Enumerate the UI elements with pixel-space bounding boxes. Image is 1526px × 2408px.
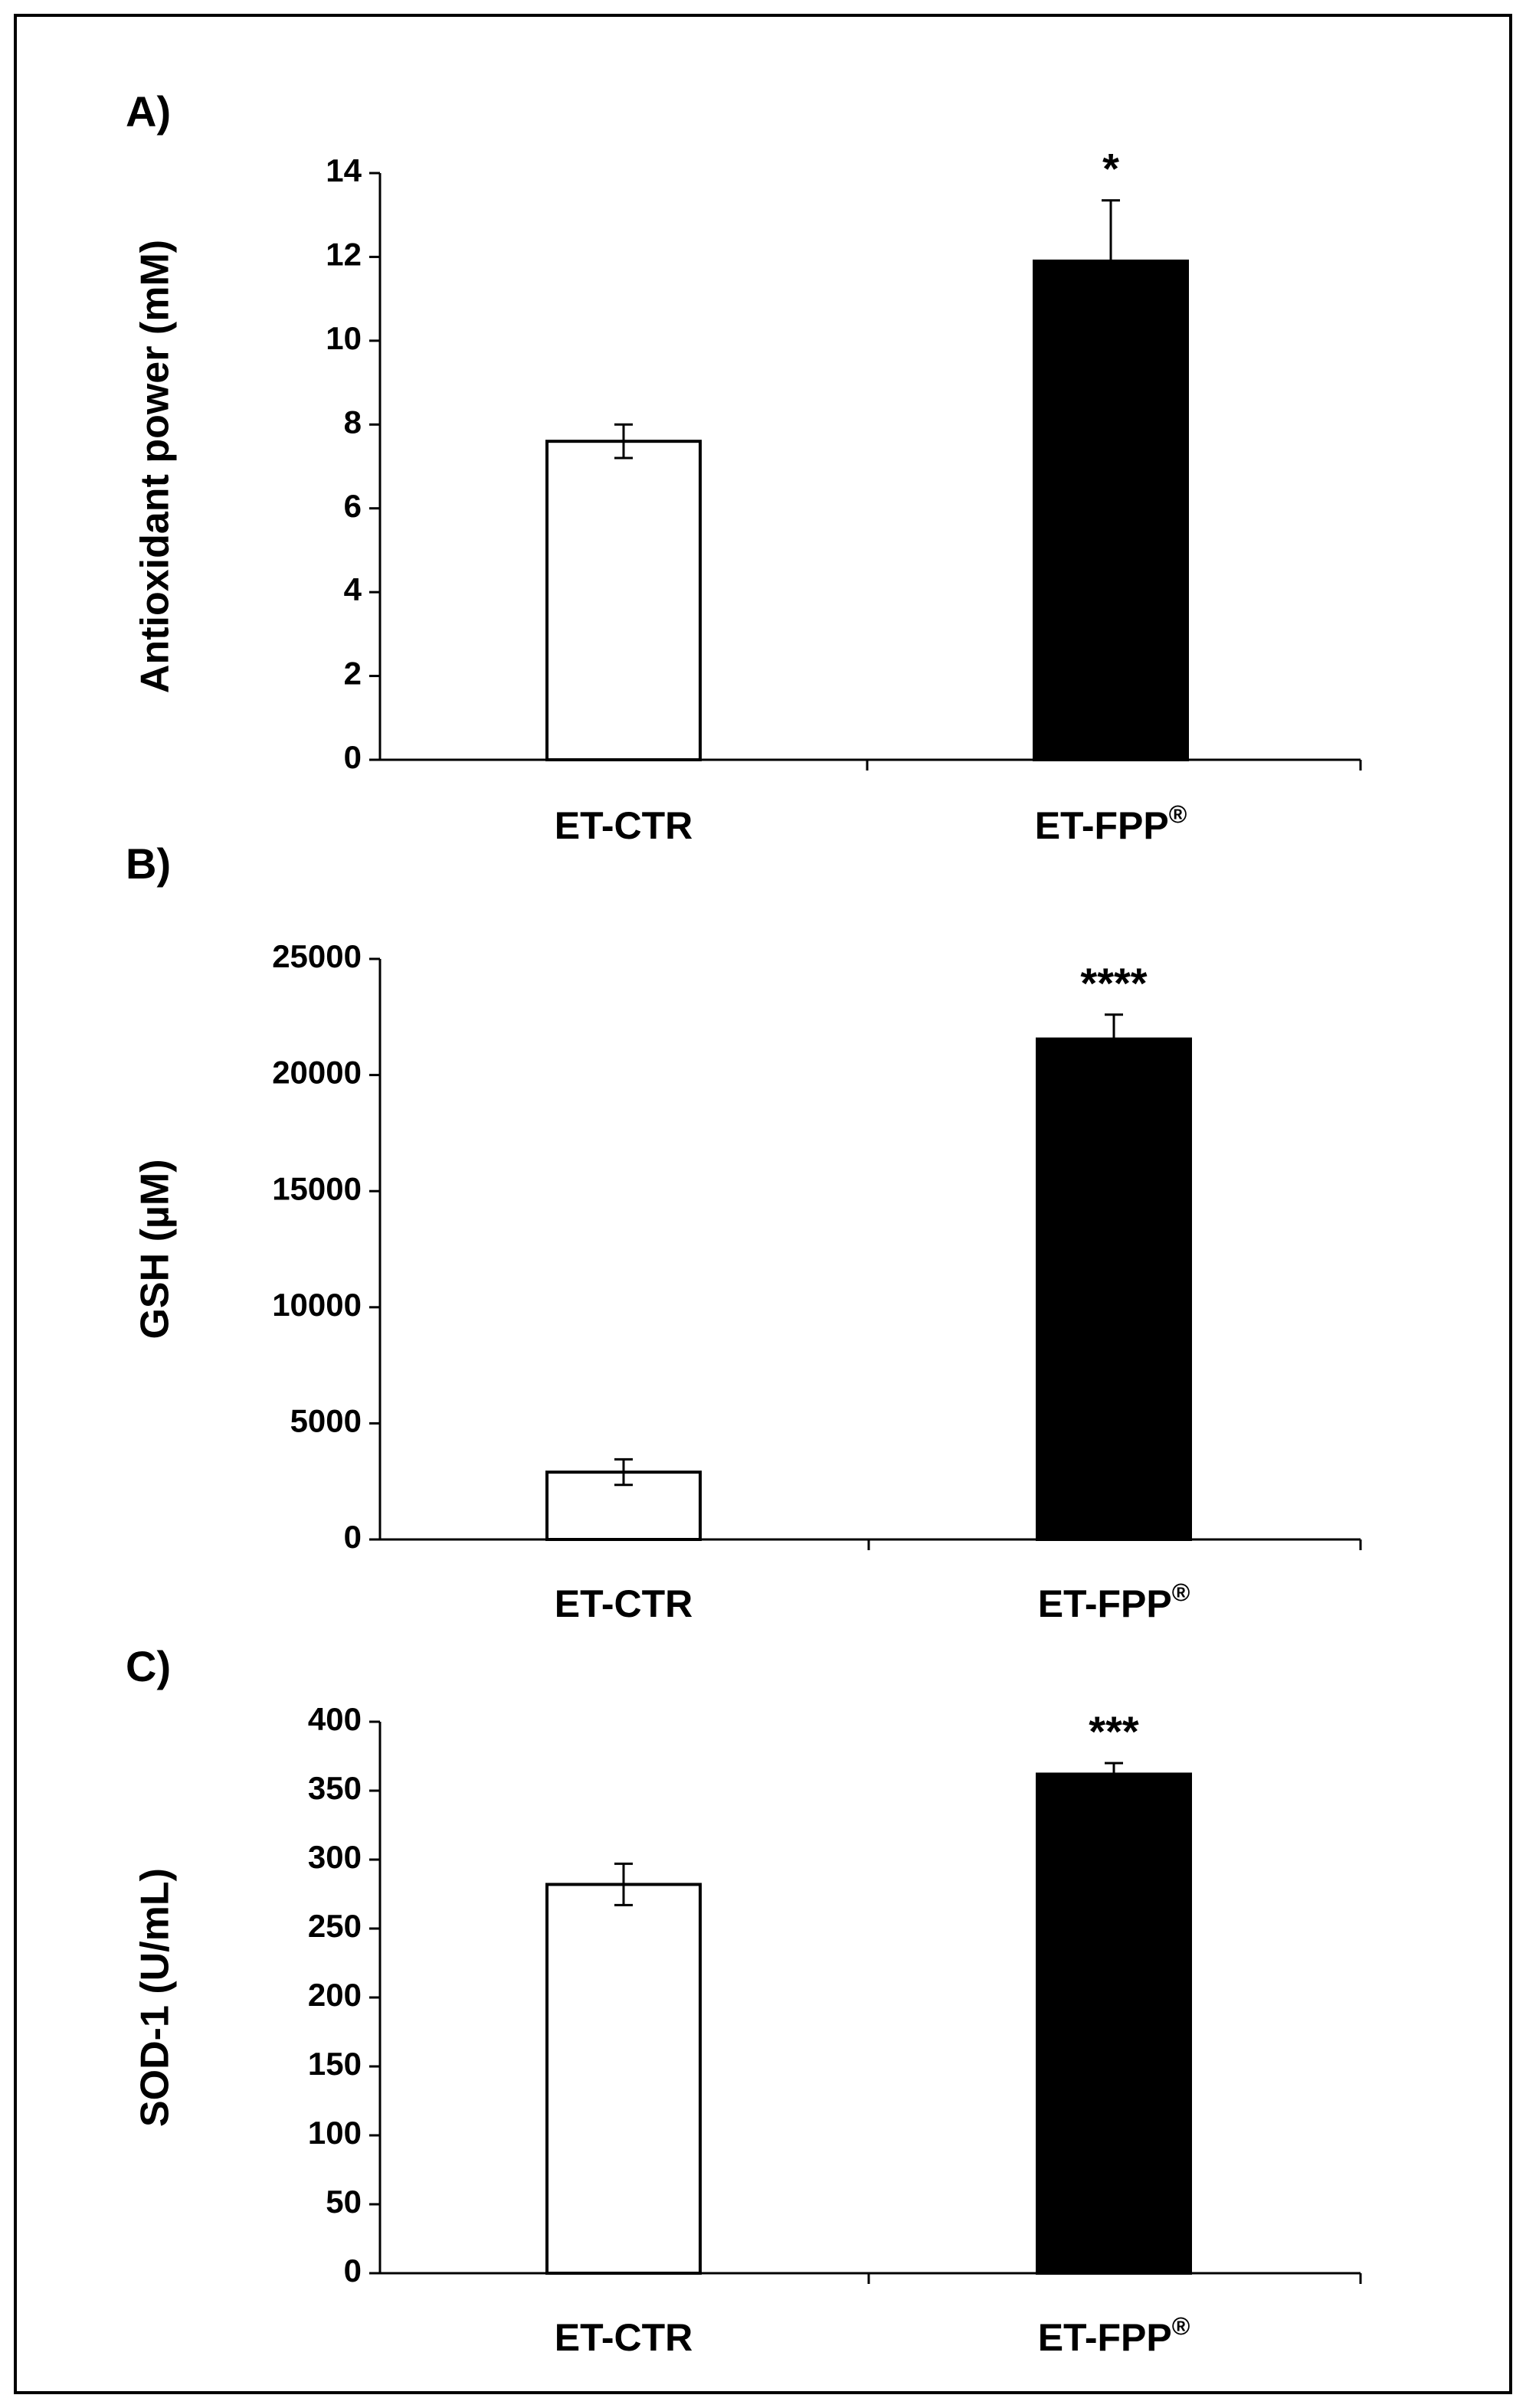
significance-marker: **** [1080,959,1147,1007]
figure-frame [14,14,1512,2394]
y-tick-label: 50 [326,2184,362,2220]
bar-1 [545,1883,702,2275]
error-bar-1 [614,1458,633,1487]
y-tick-label: 200 [308,1977,362,2013]
y-tick-label: 12 [326,237,362,273]
bar-1 [545,440,702,762]
panels: A) Antioxidant power (mM) 0 2 4 6 8 10 12 14 ET-CT… [126,87,1362,2359]
y-tick-label: 250 [308,1908,362,1944]
category-label-text: ET-FPP [1035,804,1169,847]
category-label-text: ET-CTR [555,2316,693,2359]
category-label: ET-CTR [555,2316,693,2359]
y-axis-label: SOD-1 (U/mL) [133,1868,178,2127]
error-bar-2 [1105,1762,1123,1775]
category-label: ET-CTR [555,804,693,847]
y-tick-label: 150 [308,2046,362,2082]
panel-1: A) Antioxidant power (mM) 0 2 4 6 8 10 12 14 ET-CT… [126,87,1362,847]
y-tick-label: 4 [344,571,362,607]
y-tick-label: 8 [344,404,362,440]
category-label-text: ET-FPP [1038,2316,1172,2359]
y-tick-label: 20000 [272,1055,362,1091]
bar-2 [1033,259,1189,761]
y-tick-label: 10 [326,320,362,356]
category-label: ET-FPP® [1035,800,1187,847]
y-axis-label: Antioxidant power (mM) [133,240,178,693]
category-label-superscript: ® [1172,1579,1190,1606]
y-tick-label: 100 [308,2115,362,2151]
panel-label: C) [126,1642,171,1690]
significance-marker: * [1102,145,1119,193]
bar-2 [1036,1037,1192,1541]
category-label: ET-FPP® [1038,2312,1190,2359]
error-bar-2 [1105,1013,1123,1039]
y-tick-label: 300 [308,1839,362,1875]
bar-2 [1036,1772,1192,2275]
error-bar-1 [614,1862,633,1906]
y-tick-label: 10000 [272,1287,362,1323]
y-axis-label: GSH (µM) [133,1159,178,1339]
y-tick-label: 14 [326,152,362,188]
y-tick-label: 400 [308,1701,362,1737]
y-tick-label: 0 [344,739,362,775]
category-label-superscript: ® [1172,2312,1190,2340]
y-tick-label: 2 [344,656,362,692]
y-tick-label: 350 [308,1770,362,1806]
panel-label: A) [126,87,171,136]
panel-2: B) GSH (µM) 0 5000 10000 15000 20000 25000 ET-CT… [126,839,1362,1625]
category-label-superscript: ® [1169,800,1187,828]
category-label: ET-FPP® [1038,1579,1190,1625]
y-tick-label: 25000 [272,938,362,974]
y-tick-label: 5000 [290,1402,362,1438]
category-label-text: ET-CTR [555,1582,693,1625]
significance-marker: *** [1089,1707,1139,1755]
category-label: ET-CTR [555,1582,693,1625]
error-bar-1 [614,423,633,460]
error-bar-2 [1102,199,1120,261]
y-tick-label: 0 [344,1519,362,1555]
category-label-text: ET-CTR [555,804,693,847]
panel-label: B) [126,839,171,888]
category-label-text: ET-FPP [1038,1582,1172,1625]
y-tick-label: 15000 [272,1170,362,1206]
y-tick-label: 0 [344,2253,362,2289]
panel-3: C) SOD-1 (U/mL) 0 50 100 150 200 250 300 350 400 ET… [126,1642,1362,2359]
y-tick-label: 6 [344,488,362,524]
